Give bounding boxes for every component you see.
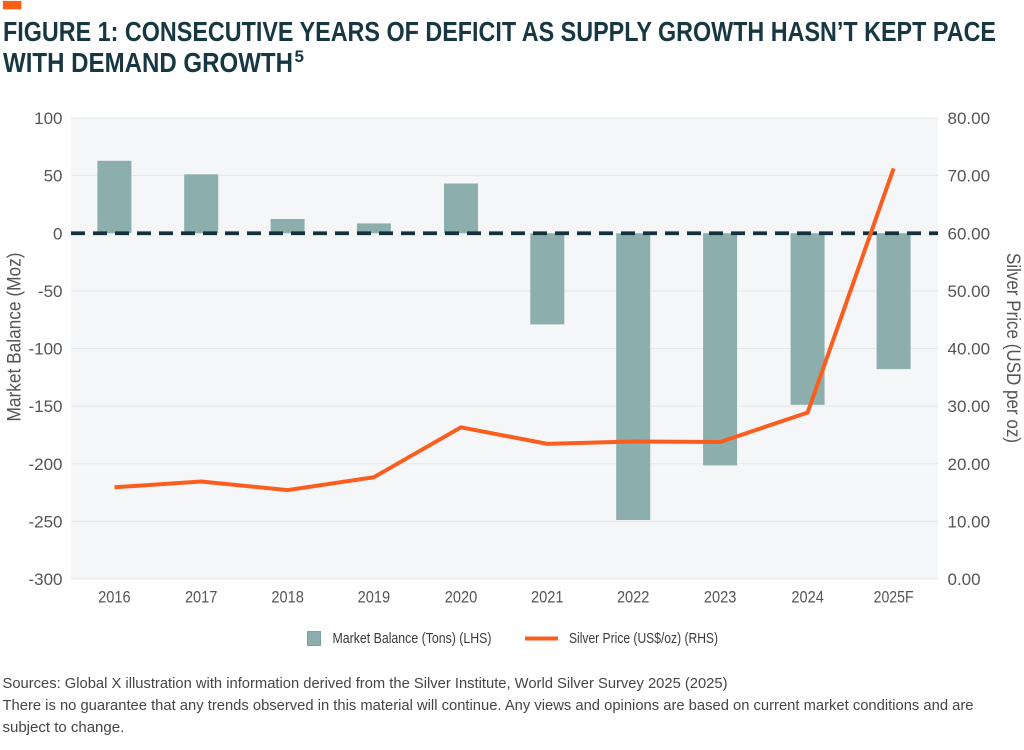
svg-text:subject to change.: subject to change. — [3, 719, 125, 736]
svg-text:20.00: 20.00 — [948, 455, 991, 474]
svg-text:2024: 2024 — [791, 588, 824, 607]
svg-text:There is no guarantee that any: There is no guarantee that any trends ob… — [3, 697, 974, 714]
svg-text:2023: 2023 — [704, 588, 737, 607]
svg-text:80.00: 80.00 — [948, 109, 991, 128]
svg-text:Silver Price (US$/oz) (RHS): Silver Price (US$/oz) (RHS) — [569, 630, 718, 647]
svg-text:50.00: 50.00 — [948, 282, 991, 301]
svg-text:70.00: 70.00 — [948, 167, 991, 186]
svg-text:100: 100 — [34, 109, 62, 128]
svg-text:5: 5 — [295, 47, 304, 66]
svg-text:2022: 2022 — [617, 588, 650, 607]
svg-text:30.00: 30.00 — [948, 397, 991, 416]
svg-text:WITH DEMAND GROWTH: WITH DEMAND GROWTH — [3, 47, 293, 78]
svg-text:Market Balance (Tons) (LHS): Market Balance (Tons) (LHS) — [333, 630, 492, 647]
svg-text:2018: 2018 — [271, 588, 304, 607]
svg-text:-200: -200 — [28, 455, 62, 474]
svg-text:-300: -300 — [28, 570, 62, 589]
svg-text:10.00: 10.00 — [948, 512, 991, 531]
svg-text:FIGURE 1: CONSECUTIVE YEARS OF: FIGURE 1: CONSECUTIVE YEARS OF DEFICIT A… — [3, 16, 996, 47]
svg-text:-250: -250 — [28, 512, 62, 531]
svg-text:2019: 2019 — [358, 588, 391, 607]
svg-text:2016: 2016 — [98, 588, 131, 607]
svg-text:Market Balance (Moz): Market Balance (Moz) — [5, 253, 26, 422]
svg-text:Sources: Global X illustration: Sources: Global X illustration with info… — [3, 675, 728, 692]
svg-text:Silver Price (USD per oz): Silver Price (USD per oz) — [1002, 253, 1023, 443]
svg-text:0: 0 — [53, 224, 62, 243]
svg-text:2025F: 2025F — [874, 588, 914, 607]
svg-text:40.00: 40.00 — [948, 340, 991, 359]
svg-text:-100: -100 — [28, 340, 62, 359]
svg-text:0.00: 0.00 — [948, 570, 981, 589]
svg-text:50: 50 — [44, 167, 63, 186]
svg-text:2020: 2020 — [445, 588, 478, 607]
svg-text:-50: -50 — [38, 282, 63, 301]
svg-text:-150: -150 — [28, 397, 62, 416]
svg-text:2021: 2021 — [531, 588, 564, 607]
svg-text:60.00: 60.00 — [948, 224, 991, 243]
svg-text:2017: 2017 — [185, 588, 218, 607]
